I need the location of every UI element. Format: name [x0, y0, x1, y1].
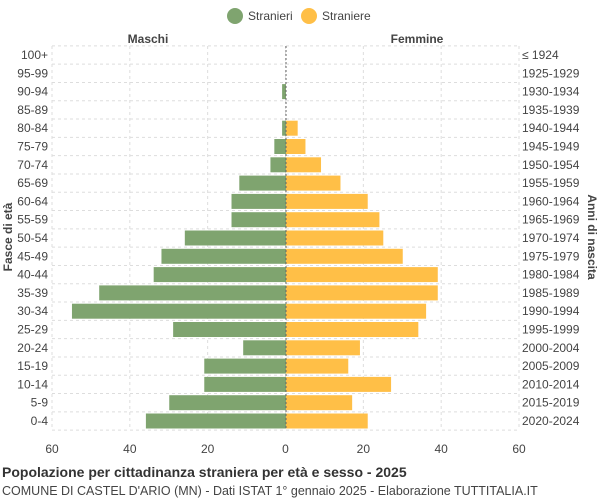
- bar-male: [145, 413, 286, 429]
- bar-male: [204, 358, 286, 374]
- birth-year-label: 1940-1944: [522, 121, 580, 135]
- birth-year-label: 1970-1974: [522, 231, 580, 245]
- bar-female: [286, 285, 438, 301]
- bar-male: [282, 84, 286, 100]
- bar-female: [286, 267, 438, 283]
- bar-female: [286, 120, 298, 136]
- bar-female: [286, 395, 353, 411]
- x-tick-label: 40: [123, 442, 137, 456]
- bar-female: [286, 193, 368, 209]
- x-tick-label: 40: [434, 442, 448, 456]
- bar-male: [274, 139, 286, 154]
- age-label: 0-4: [31, 414, 49, 428]
- birth-year-label: 2015-2019: [522, 396, 580, 410]
- age-label: 25-29: [17, 323, 48, 337]
- bar-male: [282, 120, 286, 136]
- age-label: 85-89: [17, 103, 48, 117]
- chart-subtitle: COMUNE DI CASTEL D'ARIO (MN) - Dati ISTA…: [2, 484, 538, 498]
- legend-swatch-straniere: [301, 8, 317, 24]
- age-label: 10-14: [17, 377, 48, 391]
- birth-year-label: 1935-1939: [522, 103, 580, 117]
- birth-year-label: ≤ 1924: [522, 48, 559, 62]
- bar-male: [173, 322, 286, 337]
- bar-male: [239, 175, 286, 191]
- age-label: 20-24: [17, 341, 48, 355]
- birth-year-label: 1955-1959: [522, 176, 580, 190]
- x-tick-label: 20: [201, 442, 215, 456]
- birth-year-label: 1980-1984: [522, 268, 580, 282]
- birth-year-label: 2000-2004: [522, 341, 580, 355]
- bar-male: [204, 376, 286, 392]
- bar-male: [153, 267, 286, 283]
- bar-female: [286, 139, 306, 154]
- bar-male: [71, 303, 286, 319]
- birth-year-label: 1930-1934: [522, 85, 580, 99]
- bar-female: [286, 157, 322, 173]
- right-header: Femmine: [391, 32, 444, 46]
- bar-female: [286, 376, 392, 392]
- age-label: 80-84: [17, 121, 48, 135]
- age-label: 60-64: [17, 194, 48, 208]
- bar-male: [99, 285, 286, 301]
- birth-year-label: 1985-1989: [522, 286, 580, 300]
- bar-female: [286, 358, 349, 374]
- bar-female: [286, 413, 368, 429]
- age-label: 50-54: [17, 231, 48, 245]
- bar-female: [286, 230, 384, 246]
- chart-title: Popolazione per cittadinanza straniera p…: [2, 464, 407, 480]
- age-label: 75-79: [17, 140, 48, 154]
- bar-female: [286, 212, 380, 228]
- age-label: 15-19: [17, 359, 48, 373]
- birth-year-label: 1975-1979: [522, 249, 580, 263]
- x-tick-label: 0: [282, 442, 289, 456]
- birth-year-label: 1925-1929: [522, 66, 580, 80]
- bar-male: [231, 212, 286, 228]
- birth-year-label: 2020-2024: [522, 414, 580, 428]
- age-label: 55-59: [17, 213, 48, 227]
- legend-label-straniere: Straniere: [322, 9, 371, 23]
- birth-year-label: 1965-1969: [522, 213, 580, 227]
- age-label: 30-34: [17, 304, 48, 318]
- bar-male: [161, 248, 286, 264]
- bar-male: [169, 395, 286, 411]
- bar-male: [270, 157, 286, 173]
- birth-year-label: 1995-1999: [522, 323, 580, 337]
- age-label: 90-94: [17, 85, 48, 99]
- age-label: 100+: [21, 48, 48, 62]
- birth-year-label: 1945-1949: [522, 140, 580, 154]
- x-tick-label: 20: [357, 442, 371, 456]
- bar-female: [286, 175, 341, 191]
- age-label: 45-49: [17, 249, 48, 263]
- age-label: 40-44: [17, 268, 48, 282]
- birth-year-label: 1960-1964: [522, 194, 580, 208]
- birth-year-label: 1950-1954: [522, 158, 580, 172]
- y-axis-label-right: Anni di nascita: [585, 194, 599, 280]
- y-axis-label-left: Fasce di età: [1, 202, 15, 271]
- legend-swatch-stranieri: [227, 8, 243, 24]
- age-label: 5-9: [31, 396, 49, 410]
- birth-year-label: 2010-2014: [522, 377, 580, 391]
- x-tick-label: 60: [45, 442, 59, 456]
- birth-year-label: 1990-1994: [522, 304, 580, 318]
- bar-male: [184, 230, 286, 246]
- age-label: 70-74: [17, 158, 48, 172]
- age-label: 95-99: [17, 66, 48, 80]
- bar-female: [286, 322, 419, 337]
- bar-female: [286, 340, 360, 356]
- bar-male: [243, 340, 286, 356]
- legend-label-stranieri: Stranieri: [248, 9, 293, 23]
- left-header: Maschi: [128, 32, 169, 46]
- birth-year-label: 2005-2009: [522, 359, 580, 373]
- age-label: 35-39: [17, 286, 48, 300]
- age-label: 65-69: [17, 176, 48, 190]
- x-tick-label: 60: [512, 442, 526, 456]
- bar-female: [286, 248, 403, 264]
- bar-female: [286, 303, 427, 319]
- bar-male: [231, 193, 286, 209]
